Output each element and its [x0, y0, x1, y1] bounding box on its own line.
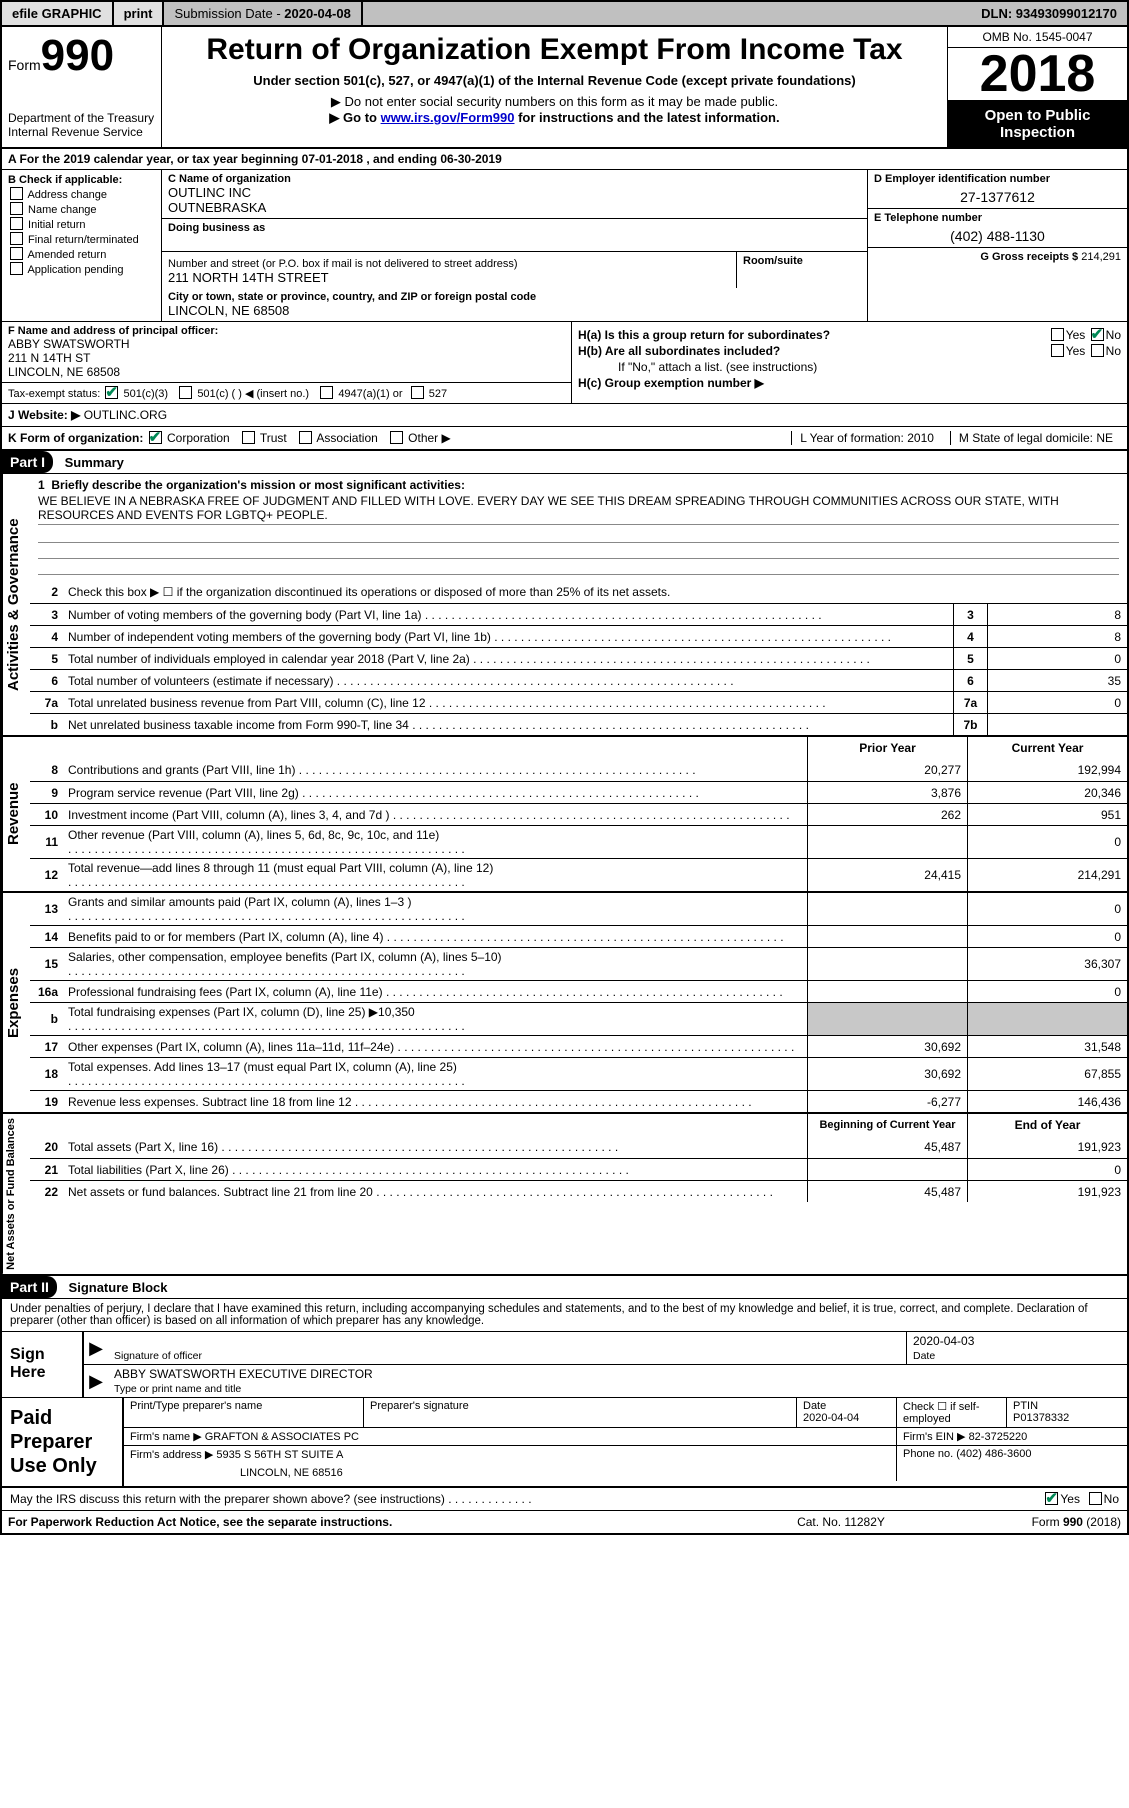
part2-header: Part II: [2, 1276, 57, 1298]
line-17: 17Other expenses (Part IX, column (A), l…: [30, 1035, 1127, 1057]
submission-date: Submission Date - 2020-04-08: [164, 2, 362, 25]
line-3: 3Number of voting members of the governi…: [30, 603, 1127, 625]
row-k-org-form: K Form of organization: Corporation Trus…: [2, 427, 1127, 451]
open-to-public: Open to Public Inspection: [948, 101, 1127, 147]
discuss-no[interactable]: [1089, 1492, 1102, 1505]
year-formation: L Year of formation: 2010: [791, 431, 942, 445]
line-22: 22Net assets or fund balances. Subtract …: [30, 1180, 1127, 1202]
form-body: Form990 Department of the Treasury Inter…: [0, 27, 1129, 1535]
line-16a: 16aProfessional fundraising fees (Part I…: [30, 980, 1127, 1002]
section-h: H(a) Is this a group return for subordin…: [572, 322, 1127, 403]
line-5: 5Total number of individuals employed in…: [30, 647, 1127, 669]
line-b: bTotal fundraising expenses (Part IX, co…: [30, 1002, 1127, 1035]
line-10: 10Investment income (Part VIII, column (…: [30, 803, 1127, 825]
sidelabel-governance: Activities & Governance: [2, 474, 30, 735]
sidelabel-expenses: Expenses: [2, 893, 30, 1112]
form-title: Return of Organization Exempt From Incom…: [168, 33, 941, 67]
checkbox-initial-return[interactable]: Initial return: [8, 217, 155, 231]
discuss-yes[interactable]: [1045, 1492, 1058, 1505]
topbar: efile GRAPHIC print Submission Date - 20…: [0, 0, 1129, 27]
firm-phone: (402) 486-3600: [956, 1448, 1031, 1460]
section-c: C Name of organizationOUTLINC INC OUTNEB…: [162, 170, 867, 321]
checkbox-name-change[interactable]: Name change: [8, 202, 155, 216]
ptin: P01378332: [1013, 1412, 1069, 1424]
tax-exempt-status: Tax-exempt status: 501(c)(3) 501(c) ( ) …: [2, 383, 571, 403]
line-9: 9Program service revenue (Part VIII, lin…: [30, 781, 1127, 803]
gross-receipts: 214,291: [1081, 251, 1121, 263]
tax-year: 2018: [948, 48, 1127, 101]
officer-name: ABBY SWATSWORTH EXECUTIVE DIRECTOR: [114, 1367, 1121, 1383]
efile-button[interactable]: efile GRAPHIC: [2, 2, 114, 25]
chk-4947[interactable]: [320, 386, 333, 399]
irs-link[interactable]: www.irs.gov/Form990: [381, 110, 515, 125]
chk-501c[interactable]: [179, 386, 192, 399]
line-b: bNet unrelated business taxable income f…: [30, 713, 1127, 735]
line-2: 2Check this box ▶ ☐ if the organization …: [30, 581, 1127, 603]
footer: For Paperwork Reduction Act Notice, see …: [2, 1511, 1127, 1533]
firm-ein: 82-3725220: [969, 1431, 1028, 1443]
ein: 27-1377612: [874, 189, 1121, 205]
checkbox-application-pending[interactable]: Application pending: [8, 262, 155, 276]
line-14: 14Benefits paid to or for members (Part …: [30, 925, 1127, 947]
firm-addr: 5935 S 56TH ST SUITE A: [216, 1449, 343, 1461]
phone: (402) 488-1130: [874, 228, 1121, 244]
row-j-website: J Website: ▶ OUTLINC.ORG: [2, 404, 1127, 427]
chk-527[interactable]: [411, 386, 424, 399]
mission-text: WE BELIEVE IN A NEBRASKA FREE OF JUDGMEN…: [38, 492, 1119, 525]
line-4: 4Number of independent voting members of…: [30, 625, 1127, 647]
line-13: 13Grants and similar amounts paid (Part …: [30, 893, 1127, 925]
principal-officer: ABBY SWATSWORTH 211 N 14TH ST LINCOLN, N…: [8, 337, 130, 379]
checkbox-final-return-terminated[interactable]: Final return/terminated: [8, 232, 155, 246]
state-domicile: M State of legal domicile: NE: [950, 431, 1121, 445]
perjury-statement: Under penalties of perjury, I declare th…: [2, 1299, 1127, 1332]
chk-501c3[interactable]: [105, 386, 118, 399]
line-7a: 7aTotal unrelated business revenue from …: [30, 691, 1127, 713]
section-deg: D Employer identification number27-13776…: [867, 170, 1127, 321]
line-12: 12Total revenue—add lines 8 through 11 (…: [30, 858, 1127, 891]
website-url: OUTLINC.ORG: [84, 408, 167, 422]
firm-name: GRAFTON & ASSOCIATES PC: [205, 1431, 359, 1443]
form-number: Form990: [8, 31, 155, 81]
org-name: OUTLINC INC OUTNEBRASKA: [168, 185, 266, 215]
note-ssn: Do not enter social security numbers on …: [168, 94, 941, 110]
dept-treasury: Department of the Treasury Internal Reve…: [8, 111, 155, 139]
line-20: 20Total assets (Part X, line 16) 45,4871…: [30, 1136, 1127, 1158]
sidelabel-revenue: Revenue: [2, 737, 30, 891]
print-button[interactable]: print: [114, 2, 165, 25]
section-b: B Check if applicable: Address change Na…: [2, 170, 162, 321]
line-18: 18Total expenses. Add lines 13–17 (must …: [30, 1057, 1127, 1090]
org-city: LINCOLN, NE 68508: [168, 303, 289, 318]
sidelabel-netassets: Net Assets or Fund Balances: [2, 1114, 30, 1274]
dln: DLN: 93493099012170: [971, 2, 1127, 25]
line-21: 21Total liabilities (Part X, line 26) 0: [30, 1158, 1127, 1180]
line-19: 19Revenue less expenses. Subtract line 1…: [30, 1090, 1127, 1112]
sign-date: 2020-04-03: [913, 1334, 1121, 1350]
subtitle: Under section 501(c), 527, or 4947(a)(1)…: [168, 73, 941, 88]
note-goto: Go to www.irs.gov/Form990 for instructio…: [168, 110, 941, 126]
checkbox-amended-return[interactable]: Amended return: [8, 247, 155, 261]
line-8: 8Contributions and grants (Part VIII, li…: [30, 759, 1127, 781]
prep-date: 2020-04-04: [803, 1412, 859, 1424]
line-11: 11Other revenue (Part VIII, column (A), …: [30, 825, 1127, 858]
line-6: 6Total number of volunteers (estimate if…: [30, 669, 1127, 691]
checkbox-address-change[interactable]: Address change: [8, 187, 155, 201]
part1-header: Part I: [2, 451, 53, 473]
discuss-row: May the IRS discuss this return with the…: [2, 1488, 1127, 1511]
paid-preparer-label: Paid Preparer Use Only: [2, 1398, 122, 1486]
org-street: 211 NORTH 14TH STREET: [168, 270, 329, 285]
sign-here-label: Sign Here: [2, 1332, 82, 1397]
row-a-period: A For the 2019 calendar year, or tax yea…: [2, 149, 1127, 170]
line-15: 15Salaries, other compensation, employee…: [30, 947, 1127, 980]
